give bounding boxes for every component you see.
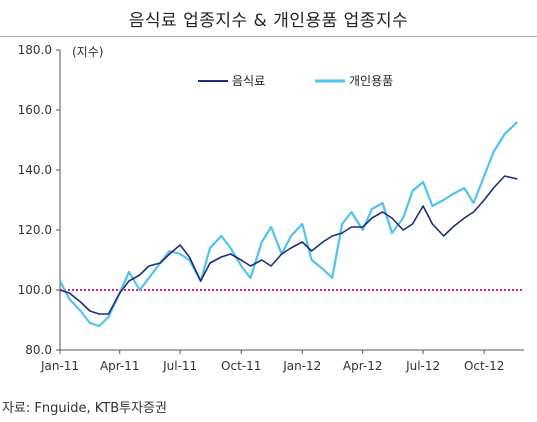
title-divider (0, 36, 537, 37)
x-tick-label: Jul-11 (162, 359, 197, 373)
source-note: 자료: Fnguide, KTB투자증권 (2, 401, 167, 416)
y-tick-label: 140.0 (18, 163, 52, 177)
y-tick-label: 100.0 (18, 283, 52, 297)
y-tick-label: 120.0 (18, 223, 52, 237)
series-layer (59, 121, 519, 328)
y-tick-label: 80.0 (25, 343, 52, 357)
x-tick-label: Apr-11 (100, 359, 140, 373)
x-tick-label: Jul-12 (405, 359, 440, 373)
x-tick-label: Jan-11 (40, 359, 79, 373)
legend-label-1: 개인용품 (349, 74, 393, 88)
y-unit-label: (지수) (72, 45, 103, 59)
x-tick-label: Apr-12 (343, 359, 383, 373)
x-tick-label: Jan-12 (282, 359, 321, 373)
y-tick-label: 180.0 (18, 43, 52, 57)
y-tick-label: 160.0 (18, 103, 52, 117)
legend-label-0: 음식료 (232, 74, 265, 88)
series-line-0 (59, 175, 518, 315)
chart-legend: 음식료 개인용품 (198, 74, 393, 88)
line-chart: 80.0 100.0 120.0 140.0 160.0 180.0 Jan-11 Apr-1… (18, 43, 524, 373)
chart-axes: 80.0 100.0 120.0 140.0 160.0 180.0 Jan-11 Apr-1… (18, 43, 524, 373)
chart-title: 음식료 업종지수 & 개인용품 업종지수 (128, 11, 409, 31)
series-line-1 (59, 121, 519, 328)
x-tick-label: Oct-12 (464, 359, 504, 373)
x-tick-label: Oct-11 (221, 359, 261, 373)
